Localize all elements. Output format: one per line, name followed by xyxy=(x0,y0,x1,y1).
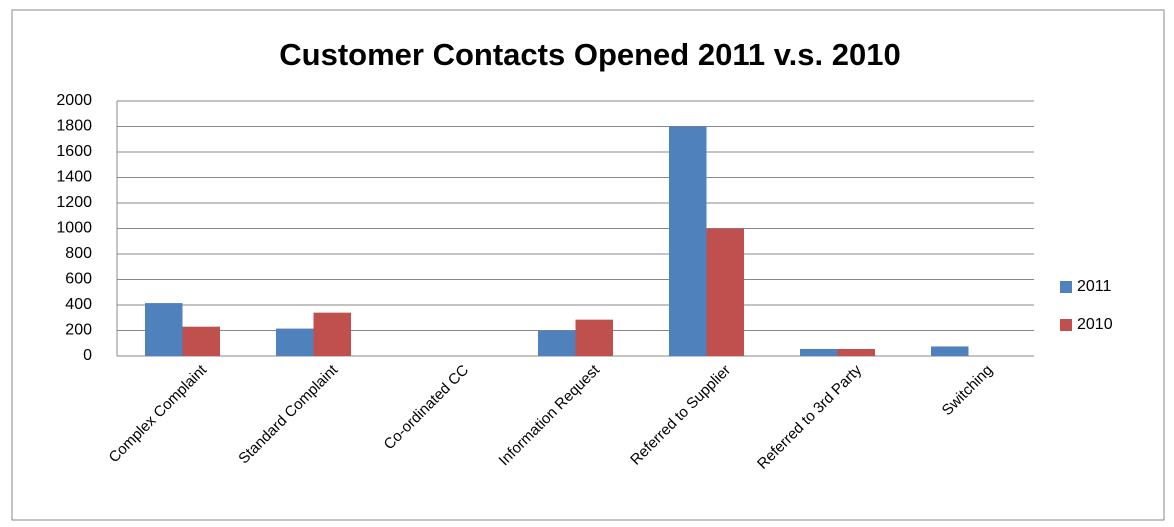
bar xyxy=(800,348,838,356)
bar xyxy=(182,326,220,356)
legend-label: 2011 xyxy=(1077,278,1112,295)
legend-label: 2010 xyxy=(1077,316,1113,333)
y-tick-label: 1200 xyxy=(56,194,92,211)
chart-title: Customer Contacts Opened 2011 v.s. 2010 xyxy=(279,37,900,72)
bar xyxy=(669,126,707,356)
bar xyxy=(575,319,613,356)
y-tick-label: 0 xyxy=(83,347,92,364)
bar xyxy=(837,348,875,356)
chart-frame xyxy=(11,9,1165,521)
y-tick-label: 800 xyxy=(65,245,92,262)
bar xyxy=(706,228,744,356)
y-tick-label: 1600 xyxy=(56,143,92,160)
y-tick-label: 1800 xyxy=(56,118,92,135)
y-tick-label: 1000 xyxy=(56,220,92,237)
y-tick-label: 400 xyxy=(65,296,92,313)
bar xyxy=(276,328,314,356)
y-tick-label: 200 xyxy=(65,322,92,339)
legend-swatch xyxy=(1060,281,1072,293)
bar xyxy=(313,312,351,356)
y-tick-label: 600 xyxy=(65,271,92,288)
y-tick-label: 2000 xyxy=(56,92,92,109)
y-tick-label: 1400 xyxy=(56,169,92,186)
bar xyxy=(931,346,969,356)
legend-swatch xyxy=(1060,319,1072,331)
bar xyxy=(145,303,183,356)
bar xyxy=(538,330,576,356)
